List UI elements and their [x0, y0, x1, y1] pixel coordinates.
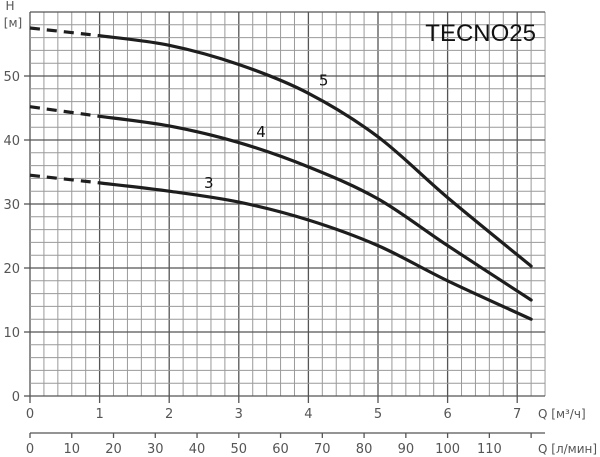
x-tick-label-secondary: 100: [435, 442, 460, 457]
x-tick-label: 1: [95, 407, 103, 422]
curve-label-4: 4: [256, 123, 266, 141]
x-tick-label-secondary: 0: [26, 442, 34, 457]
x-tick-label-secondary: 50: [231, 442, 248, 457]
x-tick-label: 0: [26, 407, 34, 422]
y-axis-label-unit: [м]: [4, 16, 22, 30]
x-tick-label-secondary: 110: [477, 442, 502, 457]
y-tick-label: 30: [3, 198, 20, 213]
x-tick-label-secondary: 10: [63, 442, 80, 457]
y-axis-label-h: H: [5, 0, 14, 13]
x-tick-label-secondary: 70: [314, 442, 331, 457]
x-axis-label-secondary: Q [л/мин]: [538, 442, 597, 456]
x-tick-label-secondary: 30: [147, 442, 164, 457]
x-tick-label: 5: [374, 407, 382, 422]
labels: TECNO25 H [м] Q [м³/ч] Q [л/мин]: [4, 0, 597, 456]
curve-5-extrapolated: [29, 26, 100, 38]
curve-5: [98, 34, 533, 268]
x-tick-label-secondary: 60: [272, 442, 289, 457]
y-tick-label: 0: [12, 390, 20, 405]
x-tick-label-secondary: 90: [398, 442, 415, 457]
chart-title: TECNO25: [425, 20, 536, 47]
y-tick-label: 20: [3, 262, 20, 277]
x-tick-label: 7: [513, 407, 521, 422]
x-tick-label: 2: [165, 407, 173, 422]
y-tick-label: 10: [3, 326, 20, 341]
grid: [29, 11, 546, 397]
x-tick-label: 6: [443, 407, 451, 422]
x-tick-label-secondary: 80: [356, 442, 373, 457]
x-tick-label: 3: [235, 407, 243, 422]
x-tick-label-secondary: 40: [189, 442, 206, 457]
y-tick-label: 40: [3, 134, 20, 149]
curve-label-5: 5: [319, 72, 329, 90]
curve-4: [98, 114, 533, 302]
curves: 5 4 3: [29, 26, 533, 321]
curve-3-extrapolated: [29, 173, 100, 185]
x-axis-label-primary: Q [м³/ч]: [538, 407, 586, 421]
curve-3: [98, 181, 533, 321]
curve-label-3: 3: [204, 174, 214, 192]
curve-4-extrapolated: [29, 105, 100, 118]
x-tick-label: 4: [304, 407, 312, 422]
x-tick-label-secondary: 20: [105, 442, 122, 457]
y-tick-label: 50: [3, 70, 20, 85]
